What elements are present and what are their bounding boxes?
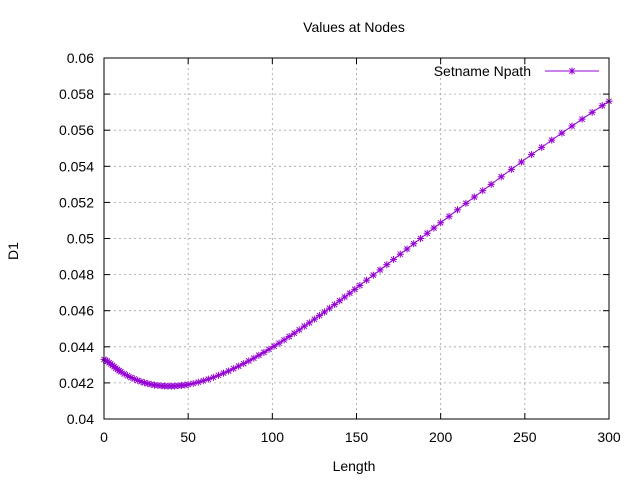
data-point xyxy=(383,261,391,269)
data-point xyxy=(528,151,536,159)
data-point xyxy=(487,180,495,188)
data-point xyxy=(346,289,354,297)
data-point xyxy=(558,129,566,137)
data-point xyxy=(300,322,308,330)
data-point xyxy=(376,266,384,274)
data-point xyxy=(194,378,202,386)
data-point xyxy=(517,158,525,166)
data-point xyxy=(578,115,586,123)
y-tick-label: 0.052 xyxy=(59,194,94,210)
legend: Setname Npath xyxy=(434,63,599,79)
y-tick-label: 0.05 xyxy=(67,231,94,247)
y-tick-label: 0.048 xyxy=(59,267,94,283)
data-point xyxy=(285,333,293,341)
data-point xyxy=(470,193,478,201)
y-axis-label: D1 xyxy=(5,242,21,260)
y-tick-label: 0.046 xyxy=(59,303,94,319)
data-point xyxy=(598,102,606,110)
data-point xyxy=(280,336,288,344)
data-point xyxy=(462,199,470,207)
data-point xyxy=(454,206,461,214)
data-point xyxy=(507,165,515,173)
data-point xyxy=(548,136,556,144)
data-point xyxy=(305,319,313,327)
data-point xyxy=(265,345,273,353)
data-point xyxy=(315,312,323,320)
data-point xyxy=(260,348,268,356)
legend-entry-label: Setname Npath xyxy=(434,63,531,79)
data-point xyxy=(255,351,263,359)
data-point xyxy=(416,235,424,242)
data-point xyxy=(445,212,453,220)
data-point xyxy=(341,293,349,301)
data-point xyxy=(538,143,546,151)
y-tick-label: 0.056 xyxy=(59,122,94,138)
data-point xyxy=(326,304,334,312)
data-point xyxy=(351,285,359,293)
data-point xyxy=(199,377,207,385)
y-tick-label: 0.058 xyxy=(59,86,94,102)
data-point xyxy=(423,229,431,237)
data-point xyxy=(430,224,438,232)
x-tick-label: 300 xyxy=(597,429,621,445)
legend-marker-glyph xyxy=(568,67,576,75)
data-point xyxy=(321,308,329,316)
x-axis-tick-labels: 0 50 100 150 200 250 300 xyxy=(100,429,621,445)
x-tick-label: 100 xyxy=(261,429,285,445)
grid-lines xyxy=(104,58,609,419)
data-point xyxy=(356,281,364,289)
data-point xyxy=(410,240,418,248)
data-point xyxy=(390,255,398,263)
data-point xyxy=(396,250,404,258)
data-point xyxy=(275,339,283,347)
y-tick-label: 0.04 xyxy=(67,411,94,427)
data-point xyxy=(588,108,596,116)
data-point xyxy=(310,315,318,323)
x-tick-label: 0 xyxy=(100,429,108,445)
data-point xyxy=(250,354,258,362)
chart-title: Values at Nodes xyxy=(303,19,405,35)
y-tick-label: 0.054 xyxy=(59,158,94,174)
data-point xyxy=(568,122,576,130)
x-tick-label: 150 xyxy=(345,429,369,445)
data-point xyxy=(240,360,248,368)
data-point xyxy=(403,245,411,253)
x-tick-label: 50 xyxy=(180,429,196,445)
legend-entry-marker xyxy=(568,67,576,75)
data-point xyxy=(290,329,298,337)
data-point xyxy=(479,187,487,195)
y-tick-label: 0.042 xyxy=(59,375,94,391)
data-point xyxy=(184,381,192,389)
data-point xyxy=(189,379,197,387)
data-point xyxy=(204,375,212,383)
y-axis-tick-labels: 0.04 0.042 0.044 0.046 0.048 0.05 0.052 0.054 0.… xyxy=(59,50,94,427)
plot-area xyxy=(100,97,613,390)
x-axis-label: Length xyxy=(333,458,376,474)
data-point xyxy=(120,370,128,378)
data-point xyxy=(270,342,278,350)
data-point xyxy=(363,276,371,284)
data-point xyxy=(295,326,303,334)
data-point xyxy=(245,357,253,365)
axis-ticks xyxy=(103,57,610,420)
y-tick-label: 0.044 xyxy=(59,339,94,355)
data-point xyxy=(336,297,344,305)
y-tick-label: 0.06 xyxy=(67,50,94,66)
data-point xyxy=(331,301,339,309)
data-point xyxy=(130,375,138,383)
data-point xyxy=(497,173,505,181)
data-point xyxy=(437,219,445,227)
x-tick-label: 200 xyxy=(429,429,453,445)
data-point xyxy=(369,271,377,279)
x-tick-label: 250 xyxy=(513,429,537,445)
